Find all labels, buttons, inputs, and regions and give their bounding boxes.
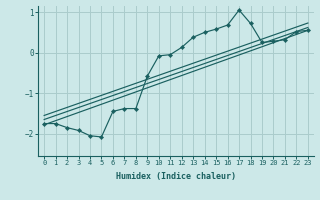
- X-axis label: Humidex (Indice chaleur): Humidex (Indice chaleur): [116, 172, 236, 181]
